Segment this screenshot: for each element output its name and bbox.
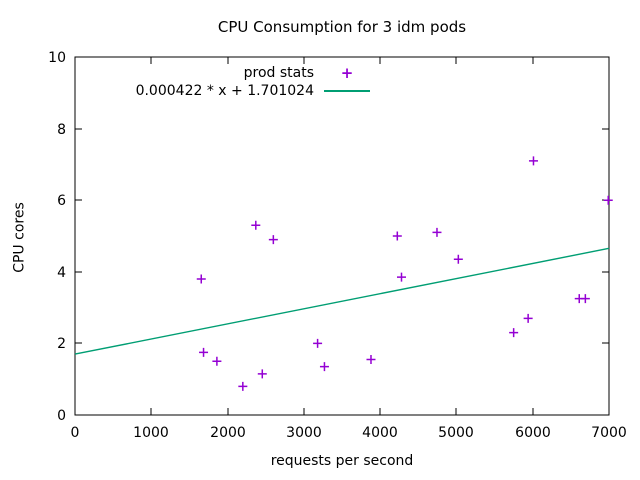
data-point xyxy=(392,231,402,241)
data-point xyxy=(313,338,323,348)
data-point xyxy=(580,294,590,304)
y-tick-label: 10 xyxy=(48,50,66,66)
y-tick-label: 0 xyxy=(57,408,66,424)
y-tick-label: 4 xyxy=(57,265,66,281)
legend-series2-label: 0.000422 * x + 1.701024 xyxy=(135,83,314,99)
x-tick-label: 1000 xyxy=(133,425,169,441)
fit-line xyxy=(74,247,610,355)
y-axis-label: CPU cores xyxy=(11,202,28,273)
data-point xyxy=(528,156,538,166)
x-tick-label: 6000 xyxy=(515,425,551,441)
x-tick-label: 7000 xyxy=(591,425,627,441)
data-point xyxy=(432,227,442,237)
plus-marker-icon: + xyxy=(340,64,354,82)
x-tick-label: 0 xyxy=(71,425,80,441)
data-point xyxy=(319,362,329,372)
data-point xyxy=(199,347,209,357)
plot-border xyxy=(74,56,610,416)
legend-line-sample xyxy=(324,90,370,92)
x-axis-label: requests per second xyxy=(270,453,414,469)
data-point xyxy=(251,220,261,230)
data-point xyxy=(212,356,222,366)
data-point xyxy=(397,272,407,282)
y-tick-label: 8 xyxy=(57,122,66,138)
x-tick-label: 4000 xyxy=(362,425,398,441)
data-point xyxy=(509,328,519,338)
data-point xyxy=(268,235,278,245)
data-point xyxy=(238,381,248,391)
data-point xyxy=(366,355,376,365)
y-tick-label: 2 xyxy=(57,336,66,352)
x-tick-label: 2000 xyxy=(210,425,246,441)
x-tick-label: 5000 xyxy=(438,425,474,441)
data-point xyxy=(257,369,267,379)
chart-title: CPU Consumption for 3 idm pods xyxy=(217,18,467,36)
data-point xyxy=(523,313,533,323)
data-point xyxy=(453,254,463,264)
legend-series1-label: prod stats xyxy=(243,65,314,81)
data-point xyxy=(603,195,613,205)
x-tick-label: 3000 xyxy=(286,425,322,441)
data-point xyxy=(196,274,206,284)
y-tick-label: 6 xyxy=(57,193,66,209)
